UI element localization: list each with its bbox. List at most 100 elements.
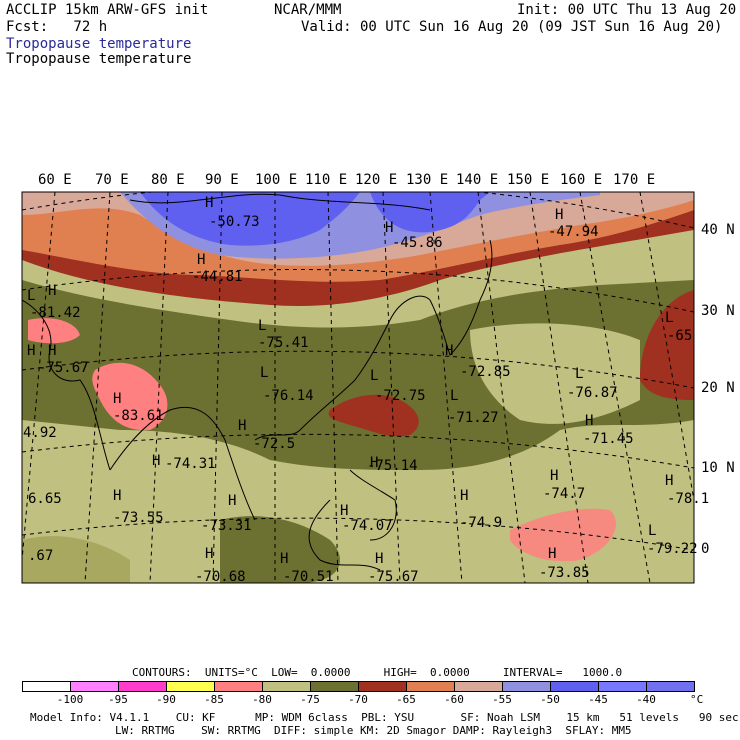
- temperature-value: -81.42: [30, 305, 81, 321]
- temperature-value: -75.67: [38, 360, 89, 376]
- colorbar-tick-label: -85: [204, 693, 224, 706]
- colorbar-tick-label: -70: [348, 693, 368, 706]
- high-marker: H: [228, 493, 236, 509]
- colorbar-swatch: [166, 681, 215, 692]
- high-marker: H: [375, 551, 383, 567]
- field-title-colored: Tropopause temperature: [6, 36, 192, 52]
- temperature-value: -70.68: [195, 569, 246, 585]
- colorbar-swatch: [118, 681, 167, 692]
- latitude-lines: [22, 192, 694, 551]
- band-minus45-east: [370, 192, 490, 233]
- model-title: ACCLIP 15km ARW-GFS init: [6, 2, 209, 18]
- map-frame: [21, 191, 695, 584]
- high-marker: H: [197, 252, 205, 268]
- high-marker: H: [280, 551, 288, 567]
- lon-label: 160 E: [560, 172, 602, 188]
- low-marker: L: [27, 288, 35, 304]
- high-marker: H: [665, 473, 673, 489]
- colorbar-tick-label: -55: [492, 693, 512, 706]
- low-marker: L: [370, 368, 378, 384]
- temperature-value: -71.45: [583, 431, 634, 447]
- colorbar-tick-label: -100: [56, 693, 84, 706]
- band-minus75-sw: [22, 536, 130, 583]
- cold-patch-pacific: [510, 508, 616, 562]
- temperature-value: -72.75: [375, 388, 426, 404]
- temperature-value: -72.85: [460, 364, 511, 380]
- temperature-value: -72.5: [253, 436, 295, 452]
- temperature-value: -75.67: [368, 569, 419, 585]
- lon-label: 170 E: [613, 172, 655, 188]
- temperature-value: -78.1: [667, 491, 709, 507]
- colorbar-tick-label: -50: [540, 693, 560, 706]
- high-marker: H: [548, 546, 556, 562]
- temperature-value: 4.92: [23, 425, 57, 441]
- valid-time: Valid: 00 UTC Sun 16 Aug 20 (09 JST Sun …: [301, 19, 723, 35]
- field-title: Tropopause temperature: [6, 51, 192, 67]
- colorbar-swatch: [550, 681, 599, 692]
- colorbar-tick-label: -80: [252, 693, 272, 706]
- lon-label: 110 E: [305, 172, 347, 188]
- colorbar-swatch: [262, 681, 311, 692]
- high-marker: H: [27, 343, 35, 359]
- band-minus45-west: [140, 192, 360, 246]
- lon-label: 120 E: [355, 172, 397, 188]
- temperature-value: -74.31: [165, 456, 216, 472]
- lon-label: 90 E: [205, 172, 239, 188]
- colorbar-swatch: [406, 681, 455, 692]
- colorbar-tick-label: -90: [156, 693, 176, 706]
- colorbar-swatch: [214, 681, 263, 692]
- low-marker: L: [648, 523, 656, 539]
- cold-patch-arabia: [28, 318, 80, 344]
- colorbar-swatch: [598, 681, 647, 692]
- lat-label: 30 N: [701, 303, 735, 319]
- temperature-value: 6.65: [28, 491, 62, 507]
- temperature-field: [22, 192, 694, 583]
- colorbar-swatch: [502, 681, 551, 692]
- coastlines: [22, 193, 493, 571]
- temperature-value: -65: [667, 328, 692, 344]
- lon-label: 70 E: [95, 172, 129, 188]
- band-minus70-south: [220, 516, 340, 583]
- temperature-value: -74.7: [543, 486, 585, 502]
- colorbar-tick-label: -75: [300, 693, 320, 706]
- colorbar-swatch: [70, 681, 119, 692]
- low-marker: L: [258, 318, 266, 334]
- temperature-value: -79.22: [647, 541, 698, 557]
- temperature-value: -50.73: [209, 214, 260, 230]
- init-time: Init: 00 UTC Thu 13 Aug 20: [517, 2, 737, 18]
- colorbar-swatch: [358, 681, 407, 692]
- institution-label: NCAR/MMM: [274, 2, 342, 18]
- lat-label: 10 N: [701, 460, 735, 476]
- colorbar-swatch: [454, 681, 503, 692]
- high-marker: H: [205, 546, 213, 562]
- colorbar-tick-label: -45: [588, 693, 608, 706]
- warm-patch-taiwan: [328, 394, 419, 437]
- lon-label: 60 E: [38, 172, 72, 188]
- band-pale-east: [470, 323, 640, 424]
- forecast-hour: Fcst: 72 h: [6, 19, 108, 35]
- temperature-value: -70.51: [283, 569, 334, 585]
- temperature-value: -76.14: [263, 388, 314, 404]
- temperature-value: -73.31: [201, 518, 252, 534]
- contours-info: CONTOURS: UNITS=°C LOW= 0.0000 HIGH= 0.0…: [132, 666, 623, 679]
- temperature-value: .67: [28, 548, 53, 564]
- colorbar-unit: °C: [690, 693, 704, 706]
- lon-label: 80 E: [151, 172, 185, 188]
- high-marker: H: [460, 488, 468, 504]
- temperature-value: -73.55: [113, 510, 164, 526]
- low-marker: L: [450, 388, 458, 404]
- low-marker: L: [260, 365, 268, 381]
- high-marker: H: [550, 468, 558, 484]
- cold-patch-india: [92, 362, 168, 431]
- colorbar-swatch: [310, 681, 359, 692]
- high-marker: H: [48, 343, 56, 359]
- high-marker: H: [113, 391, 121, 407]
- colorbar-tick-label: -60: [444, 693, 464, 706]
- latitude-labels: 40 N 30 N 20 N 10 N 0: [701, 222, 735, 557]
- lat-label: 20 N: [701, 380, 735, 396]
- high-marker: H: [48, 283, 56, 299]
- high-marker: H: [152, 453, 160, 469]
- lat-label: 0: [701, 541, 709, 557]
